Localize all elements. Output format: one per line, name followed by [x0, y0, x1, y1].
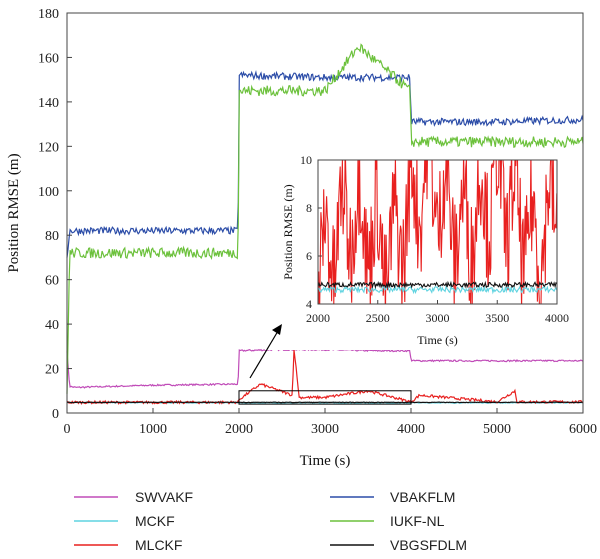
inset-y-tick-label: 10: [300, 153, 312, 167]
inset-y-tick-label: 4: [306, 297, 312, 311]
x-tick-label: 5000: [483, 422, 511, 437]
main-series-lines: [66, 43, 584, 406]
y-tick-label: 140: [38, 96, 59, 111]
series-line-swvakf: [66, 348, 584, 389]
x-tick-label: 0: [64, 422, 71, 437]
y-tick-label: 60: [45, 274, 59, 289]
inset-x-axis-title: Time (s): [417, 333, 458, 347]
x-tick-label: 3000: [311, 422, 339, 437]
inset-axes: 2000 2500 3000 3500 4000 4 6 8 10 Time (s) Positio…: [281, 153, 569, 347]
zoom-indicator: [238, 324, 412, 405]
y-tick-label: 0: [52, 407, 59, 422]
zoom-box: [238, 390, 412, 405]
legend-label-vbgsfdlm: VBGSFDLM: [390, 537, 467, 553]
inset-series-line: [318, 284, 557, 295]
main-axes: 0 1000 2000 3000 4000 5000 6000 0 20 40 60 80 100 120…: [6, 7, 597, 469]
inset-y-tick-label: 6: [306, 249, 312, 263]
inset-x-tick-label: 2000: [306, 311, 330, 325]
y-tick-label: 120: [38, 140, 59, 155]
legend-label-swvakf: SWVAKF: [135, 489, 193, 505]
zoom-arrow-line: [249, 330, 279, 379]
legend: SWVAKF MCKF MLCKF VBAKFLM IUKF-NL VBGSFDLM: [74, 489, 467, 553]
series-line-vbgsfdlm: [66, 401, 583, 404]
y-tick-label: 180: [38, 7, 59, 22]
legend-label-mlckf: MLCKF: [135, 537, 182, 553]
series-line-vbakflm: [66, 70, 584, 258]
y-tick-label: 100: [38, 185, 59, 200]
inset-series-line: [318, 160, 557, 304]
legend-label-iukf-nl: IUKF-NL: [390, 513, 445, 529]
legend-label-vbakflm: VBAKFLM: [390, 489, 455, 505]
inset-x-tick-label: 3000: [426, 311, 450, 325]
legend-label-mckf: MCKF: [135, 513, 175, 529]
y-tick-label: 20: [45, 363, 59, 378]
x-tick-label: 2000: [225, 422, 253, 437]
x-tick-label: 6000: [569, 422, 597, 437]
inset-series-line: [318, 280, 557, 290]
y-tick-label: 80: [45, 229, 59, 244]
inset-series-lines: [318, 160, 557, 304]
y-tick-label: 40: [45, 318, 59, 333]
inset-x-tick-label: 4000: [545, 311, 569, 325]
x-tick-label: 4000: [397, 422, 425, 437]
zoom-arrow-head: [272, 324, 282, 335]
y-tick-label: 160: [38, 51, 59, 66]
series-line-iukf-nl: [66, 43, 584, 394]
x-tick-label: 1000: [139, 422, 167, 437]
inset-chart: 2000 2500 3000 3500 4000 4 6 8 10 Time (s) Positio…: [265, 150, 577, 350]
series-line-mlckf: [66, 349, 584, 406]
inset-x-tick-label: 3500: [485, 311, 509, 325]
inset-y-tick-label: 8: [306, 201, 312, 215]
y-axis-title: Position RMSE (m): [6, 153, 22, 272]
inset-x-tick-label: 2500: [366, 311, 390, 325]
x-axis-title: Time (s): [300, 453, 351, 469]
inset-y-axis-title: Position RMSE (m): [281, 184, 295, 279]
